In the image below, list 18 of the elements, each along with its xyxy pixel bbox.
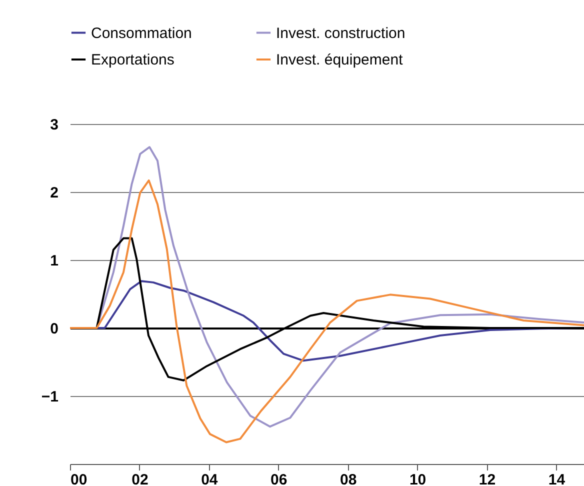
x-tick-label: 14	[548, 472, 566, 486]
legend-label: Invest. construction	[276, 24, 406, 42]
x-tick-label: 06	[270, 472, 288, 486]
legend-label: Consommation	[91, 24, 192, 42]
x-tick-label: 02	[132, 472, 148, 486]
y-tick-label: 3	[50, 116, 58, 134]
x-tick-label: 08	[340, 472, 357, 486]
x-tick-label: 12	[478, 472, 496, 486]
legend-label: Exportations	[91, 52, 174, 68]
y-tick-label: 2	[50, 184, 58, 202]
x-tick-label: 04	[201, 472, 218, 486]
legend-label: Invest. équipement	[276, 52, 404, 68]
y-tick-label: 1	[50, 252, 58, 270]
line-series	[70, 179, 584, 444]
x-tick-label: 10	[409, 472, 426, 486]
y-tick-label: 0	[50, 320, 58, 338]
y-tick-label: −1	[41, 388, 58, 406]
x-tick-label: 00	[70, 472, 88, 486]
